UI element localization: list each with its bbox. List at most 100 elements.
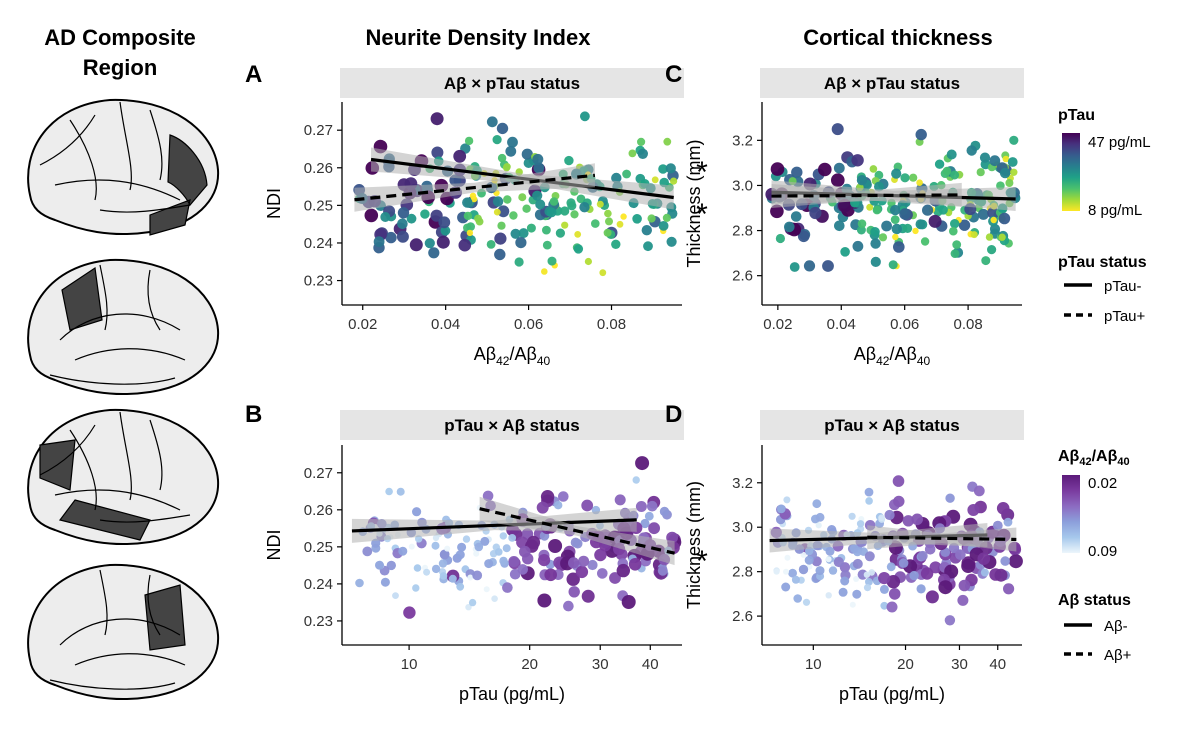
scatter-point — [863, 584, 872, 592]
scatter-point — [493, 208, 501, 216]
scatter-point — [888, 588, 901, 600]
scatter-point — [775, 233, 786, 244]
scatter-point — [521, 148, 533, 160]
scatter-point — [439, 549, 450, 560]
y-tick-label: 2.8 — [732, 223, 753, 240]
scatter-point — [825, 556, 832, 563]
scatter-point — [398, 546, 408, 556]
scatter-point — [466, 222, 475, 232]
scatter-point — [604, 209, 612, 218]
scatter-point — [852, 589, 862, 599]
ab-status-legend-title: Aβ status — [1058, 592, 1131, 609]
regression-line-dashed — [867, 535, 1017, 542]
scatter-point — [499, 556, 508, 566]
scatter-point — [804, 555, 814, 565]
brain-render-4 — [27, 563, 220, 701]
scatter-point — [915, 219, 926, 230]
y-tick-label: 0.27 — [304, 122, 333, 139]
scatter-point — [628, 558, 642, 571]
scatter-point — [1009, 135, 1019, 145]
scatter-point — [558, 491, 569, 502]
scatter-point — [462, 197, 473, 208]
ptau-status-legend: pTau status pTau- pTau+ — [1058, 254, 1147, 325]
scatter-point — [944, 615, 956, 626]
scatter-point — [864, 487, 874, 497]
scatter-point — [790, 211, 802, 222]
ab-ratio-legend-title: Aβ42/Aβ40 — [1058, 448, 1130, 468]
scatter-point — [977, 552, 991, 565]
scatter-point — [815, 522, 822, 529]
scatter-point — [458, 238, 472, 252]
scatter-point — [564, 155, 574, 166]
scatter-point — [647, 214, 656, 223]
scatter-point — [891, 223, 902, 235]
scatter-point — [909, 570, 919, 581]
scatter-point — [770, 162, 785, 176]
scatter-point — [632, 214, 642, 224]
scatter-point — [950, 170, 960, 180]
scatter-point — [424, 238, 435, 249]
scatter-point — [542, 240, 552, 250]
scatter-point — [526, 535, 541, 550]
scatter-point — [540, 490, 555, 504]
ptau-colorbar — [1062, 133, 1080, 211]
scatter-point — [430, 112, 444, 126]
scatter-point — [789, 262, 800, 272]
scatter-point — [486, 240, 496, 249]
scatter-point — [637, 137, 646, 146]
x-tick-label: 0.04 — [431, 316, 460, 333]
scatter-point — [893, 495, 905, 508]
scatter-point — [438, 559, 448, 568]
scatter-point — [890, 204, 901, 216]
brain-sulcus — [149, 419, 163, 491]
scatter-point — [375, 560, 384, 570]
scatter-point — [893, 241, 905, 253]
col2-title: Cortical thickness — [803, 25, 993, 50]
ptau-status-solid-label: pTau- — [1104, 278, 1142, 295]
ab-ratio-title-main: Aβ — [1058, 448, 1080, 465]
scatter-point — [898, 558, 909, 568]
scatter-point — [849, 601, 856, 608]
panel-strip-label: pTau × Aβ status — [824, 416, 960, 435]
significance-star: * — [696, 156, 708, 189]
scatter-point — [535, 199, 546, 210]
scatter-point — [1010, 168, 1018, 176]
scatter-point — [514, 257, 524, 267]
scatter-point — [355, 578, 364, 588]
scatter-point — [396, 487, 405, 496]
significance-star: * — [696, 198, 708, 231]
scatter-point — [455, 550, 465, 560]
scatter-point — [849, 544, 859, 553]
scatter-point — [831, 173, 845, 187]
scatter-point — [591, 219, 600, 228]
scatter-point — [573, 244, 584, 254]
scatter-point — [831, 123, 844, 136]
scatter-point — [444, 545, 451, 552]
brain-render-1 — [27, 98, 220, 236]
scatter-point — [635, 456, 650, 471]
scatter-point — [502, 582, 513, 593]
scatter-point — [463, 211, 473, 221]
scatter-point — [879, 584, 889, 594]
scatter-point — [980, 568, 989, 577]
scatter-point — [392, 592, 399, 599]
scatter-point — [406, 213, 417, 224]
scatter-point — [651, 176, 659, 184]
scatter-point — [518, 228, 529, 239]
scatter-point — [533, 162, 545, 174]
scatter-point — [853, 576, 860, 582]
y-tick-label: 0.23 — [304, 273, 333, 290]
scatter-point — [833, 162, 845, 174]
regression-line-solid — [351, 518, 637, 533]
ab-status-dashed-label: Aβ+ — [1104, 647, 1132, 664]
brain-sulcus — [99, 514, 191, 523]
scatter-point — [568, 586, 580, 598]
ptau-legend-title: pTau — [1058, 107, 1095, 124]
scatter-point — [1007, 157, 1018, 167]
brain-outline — [27, 258, 220, 396]
scatter-point — [928, 214, 942, 228]
scatter-point — [532, 190, 543, 201]
scatter-point — [872, 205, 882, 215]
scatter-point — [605, 217, 613, 226]
